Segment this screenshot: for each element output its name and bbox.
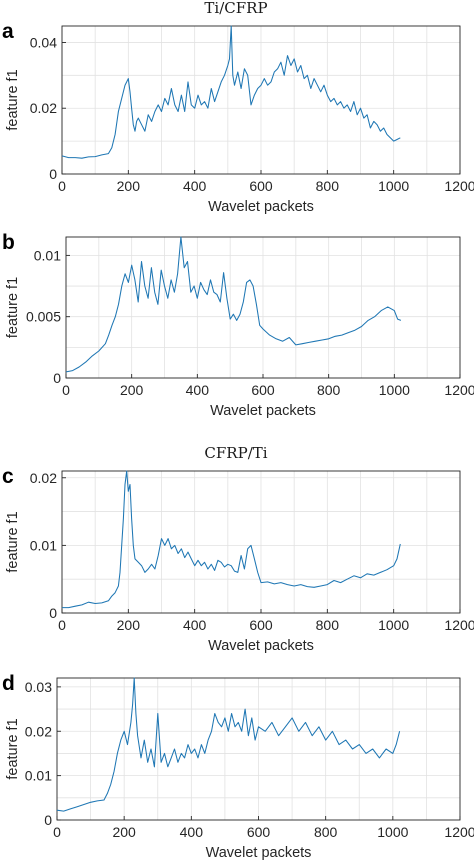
y-tick-label: 0.01 [30, 537, 57, 553]
x-tick-label: 1000 [377, 824, 408, 840]
y-tick-label: 0 [49, 605, 57, 621]
y-tick-label: 0 [49, 166, 57, 182]
panel-label: c [2, 465, 14, 488]
grid [56, 678, 461, 821]
y-tick-label: 0 [53, 370, 61, 386]
y-tick-label: 0.02 [25, 723, 52, 739]
y-tick-label: 0.02 [30, 100, 57, 116]
panel-label: a [2, 20, 14, 43]
x-tick-label: 1200 [444, 382, 474, 398]
panel-label: b [2, 231, 15, 254]
y-tick-label: 0.01 [25, 768, 52, 784]
x-tick-label: 1000 [378, 178, 409, 194]
x-tick-label: 200 [112, 824, 136, 840]
x-tick-label: 600 [249, 617, 273, 633]
x-tick-label: 1200 [444, 178, 474, 194]
y-tick-label: 0.03 [25, 679, 52, 695]
series-line [62, 470, 401, 609]
y-tick-label: 0.005 [26, 309, 61, 325]
x-tick-label: 0 [53, 824, 61, 840]
y-axis-label: feature f1 [5, 69, 21, 130]
series-line [61, 25, 401, 159]
panel-b: 0 200 400 600 800 1000 1200 0 0.005 0.01 Wavelet p… [2, 231, 474, 419]
series-line [56, 677, 401, 812]
x-tick-label: 1000 [378, 617, 409, 633]
x-tick-label: 600 [251, 382, 275, 398]
x-tick-label: 800 [316, 178, 340, 194]
chart-title: Ti/CFRP [204, 0, 267, 17]
grid [65, 237, 461, 379]
x-tick-label: 400 [186, 382, 210, 398]
x-tick-label: 0 [62, 382, 70, 398]
x-tick-label: 0 [58, 178, 66, 194]
y-tick-label: 0 [44, 812, 52, 828]
series-line [65, 236, 402, 373]
x-tick-label: 400 [183, 178, 207, 194]
y-axis-label: feature f1 [5, 718, 21, 779]
y-tick-label: 0.01 [34, 247, 61, 263]
x-axis-label: Wavelet packets [210, 403, 316, 419]
y-axis-label: feature f1 [5, 511, 21, 572]
panel-c: 0 200 400 600 800 1000 1200 0 0.01 0.02 Wavelet pa… [2, 444, 474, 654]
x-tick-label: 400 [180, 824, 204, 840]
panel-a: 0 200 400 600 800 1000 1200 0 0.02 0.04 Wavelet pa… [2, 0, 474, 215]
x-tick-label: 800 [317, 382, 341, 398]
x-tick-label: 600 [249, 178, 273, 194]
x-tick-label: 200 [117, 617, 141, 633]
x-tick-label: 1000 [379, 382, 410, 398]
panel-d: 0 200 400 600 800 1000 1200 0 0.01 0.02 0.03 Wavele… [2, 672, 474, 861]
x-tick-label: 600 [247, 824, 271, 840]
chart-title: CFRP/Ti [204, 444, 267, 462]
x-tick-label: 800 [316, 617, 340, 633]
x-tick-label: 800 [314, 824, 338, 840]
panel-label: d [2, 672, 15, 695]
x-axis-label: Wavelet packets [206, 845, 312, 861]
y-tick-label: 0.04 [30, 34, 57, 50]
x-axis-label: Wavelet packets [208, 638, 314, 654]
x-tick-label: 0 [58, 617, 66, 633]
x-tick-label: 1200 [444, 617, 474, 633]
x-tick-label: 200 [117, 178, 141, 194]
x-tick-label: 400 [183, 617, 207, 633]
x-axis-label: Wavelet packets [208, 199, 314, 215]
y-tick-label: 0.02 [30, 470, 57, 486]
x-tick-label: 1200 [444, 824, 474, 840]
y-axis-label: feature f1 [5, 277, 21, 338]
x-tick-label: 200 [120, 382, 144, 398]
